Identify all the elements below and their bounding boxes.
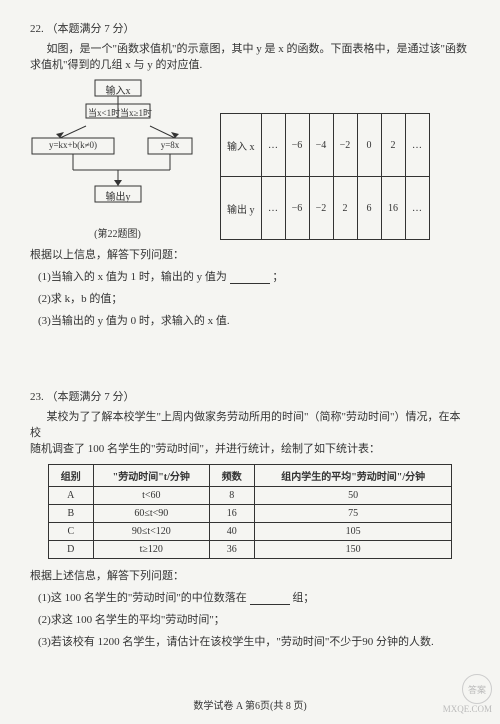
q22-caption: (第22题图) [30,225,205,240]
cell: … [405,114,429,177]
q23-sub1-end: 组； [292,592,314,604]
cell: A [48,487,93,505]
cell: −2 [333,114,357,177]
cell: 60≤t<90 [93,505,209,523]
table-row: A t<60 8 50 [48,487,452,505]
q23-points: （本题满分 7 分） [47,391,135,403]
q22-number: 22. [30,23,44,35]
q23-number: 23. [30,391,44,403]
cell: 75 [254,505,451,523]
q23-sub3: (3)若该校有 1200 名学生，请估计在该校学生中，"劳动时间"不少于90 分… [38,633,470,649]
row1-label: 输入 x [221,114,262,177]
table-row: C 90≤t<120 40 105 [48,523,452,541]
cell: … [261,114,285,177]
cell: 150 [254,541,451,559]
q22-sub2: (2)求 k，b 的值； [38,290,470,306]
table-row: 输出 y … −6 −2 2 6 16 … [221,177,430,240]
q22-figure-area: 输入x 当x<1时 当x≥1时 y=kx+b(k≠0) y=8x 输出y (第2… [30,78,470,240]
question-22: 22. （本题满分 7 分） 如图，是一个"函数求值机"的示意图，其中 y 是 … [30,20,470,328]
cell: 40 [209,523,254,541]
flow-cond-left: 当x<1时 [88,106,120,119]
q23-stat-table: 组别 "劳动时间"t/分钟 频数 组内学生的平均"劳动时间"/分钟 A t<60… [48,464,453,559]
cell: 2 [333,177,357,240]
table-header-row: 组别 "劳动时间"t/分钟 频数 组内学生的平均"劳动时间"/分钟 [48,465,452,487]
flowchart: 输入x 当x<1时 当x≥1时 y=kx+b(k≠0) y=8x 输出y (第2… [30,78,205,240]
q22-intro1: 如图，是一个"函数求值机"的示意图，其中 y 是 x 的函数。下面表格中，是通过… [30,40,470,56]
flow-cond-right: 当x≥1时 [120,106,152,119]
flow-right-fn: y=8x [150,140,190,150]
q22-intro2: 求值机"得到的几组 x 与 y 的对应值. [30,56,470,72]
cell: D [48,541,93,559]
cell: −6 [285,114,309,177]
col-header: "劳动时间"t/分钟 [93,465,209,487]
stamp-icon: 答案 [462,674,492,704]
cell: 50 [254,487,451,505]
flow-output: 输出y [97,188,139,203]
cell: −4 [309,114,333,177]
cell: −2 [309,177,333,240]
q23-header: 23. （本题满分 7 分） [30,388,470,404]
cell: 36 [209,541,254,559]
q22-points: （本题满分 7 分） [47,23,135,35]
cell: t<60 [93,487,209,505]
q23-intro2: 随机调查了 100 名学生的"劳动时间"，并进行统计，绘制了如下统计表： [30,440,470,456]
cell: t≥120 [93,541,209,559]
watermark-url: MXQE.COM [443,704,492,714]
q23-sub2: (2)求这 100 名学生的平均"劳动时间"； [38,611,470,627]
q22-data-table: 输入 x … −6 −4 −2 0 2 … 输出 y … −6 −2 2 6 1… [220,113,430,240]
col-header: 组内学生的平均"劳动时间"/分钟 [254,465,451,487]
cell: B [48,505,93,523]
q22-after: 根据以上信息，解答下列问题： [30,246,470,262]
spacer [30,338,470,388]
q23-intro1: 某校为了了解本校学生"上周内做家务劳动所用的时间"（简称"劳动时间"）情况，在本… [30,408,470,440]
q22-sub1: (1)当输入的 x 值为 1 时，输出的 y 值为 ； [38,268,470,284]
q22-sub3: (3)当输出的 y 值为 0 时，求输入的 x 值. [38,312,470,328]
q23-sub1-text: (1)这 100 名学生的"劳动时间"的中位数落在 [38,592,247,604]
col-header: 频数 [209,465,254,487]
cell: 105 [254,523,451,541]
col-header: 组别 [48,465,93,487]
table-row: D t≥120 36 150 [48,541,452,559]
cell: … [405,177,429,240]
table-row: B 60≤t<90 16 75 [48,505,452,523]
cell: 0 [357,114,381,177]
blank-line [250,593,290,605]
cell: 6 [357,177,381,240]
cell: C [48,523,93,541]
question-23: 23. （本题满分 7 分） 某校为了了解本校学生"上周内做家务劳动所用的时间"… [30,388,470,649]
blank-line [230,272,270,284]
cell: 16 [381,177,405,240]
cell: −6 [285,177,309,240]
q22-header: 22. （本题满分 7 分） [30,20,470,36]
q22-sub1-text: (1)当输入的 x 值为 1 时，输出的 y 值为 [38,271,227,283]
row2-label: 输出 y [221,177,262,240]
cell: 8 [209,487,254,505]
flow-left-fn: y=kx+b(k≠0) [34,140,112,150]
cell: 2 [381,114,405,177]
q23-sub1: (1)这 100 名学生的"劳动时间"的中位数落在 组； [38,589,470,605]
page-footer: 数学试卷 A 第6页(共 8 页) [0,697,500,712]
cell: 90≤t<120 [93,523,209,541]
cell: 16 [209,505,254,523]
q23-after: 根据上述信息，解答下列问题： [30,567,470,583]
watermark-bottom-right: 答案 MXQE.COM [443,674,492,714]
q22-sub1-end: ； [272,271,283,283]
table-row: 输入 x … −6 −4 −2 0 2 … [221,114,430,177]
flow-input: 输入x [97,82,139,97]
cell: … [261,177,285,240]
